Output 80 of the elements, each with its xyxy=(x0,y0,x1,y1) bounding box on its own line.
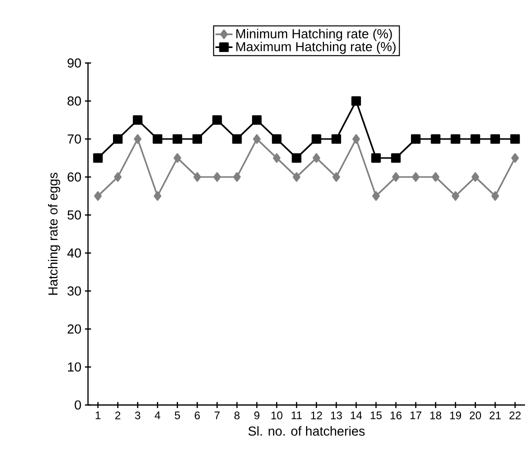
point xyxy=(212,115,222,125)
x-tick-label: 9 xyxy=(254,412,260,420)
point xyxy=(312,153,320,163)
point xyxy=(172,134,182,144)
x-tick-label: 15 xyxy=(370,412,382,420)
y-tick-label: 40 xyxy=(67,248,81,258)
point xyxy=(213,172,221,182)
x-tick-label: 12 xyxy=(311,412,322,420)
point xyxy=(174,153,182,163)
point xyxy=(331,134,342,144)
legend-label: Maximum Hatching rate (%) xyxy=(236,42,396,54)
point xyxy=(233,172,241,182)
point xyxy=(94,191,102,201)
point xyxy=(113,134,123,144)
point xyxy=(391,153,401,163)
y-tick-label: 0 xyxy=(74,400,81,410)
point xyxy=(114,172,122,182)
y-axis-title: Hatching rate of eggs xyxy=(48,172,60,295)
x-tick-label: 8 xyxy=(234,412,240,420)
point xyxy=(154,191,162,201)
legend-label: Minimum Hatching rate (%) xyxy=(236,28,392,41)
point xyxy=(511,153,519,163)
x-axis-title: Sl. no. of hatcheries xyxy=(248,426,365,436)
x-tick-label: 16 xyxy=(390,412,402,420)
x-tick-label: 7 xyxy=(214,412,220,420)
point xyxy=(490,134,500,144)
point xyxy=(312,134,322,144)
point xyxy=(510,134,520,144)
x-tick-label: 19 xyxy=(450,412,462,420)
y-tick-label: 70 xyxy=(68,134,81,144)
x-tick-label: 22 xyxy=(509,412,521,420)
y-tick-label: 20 xyxy=(68,324,81,334)
x-tick-label: 14 xyxy=(350,412,362,420)
point xyxy=(292,153,302,163)
point xyxy=(491,191,499,201)
point xyxy=(232,134,242,144)
point xyxy=(412,172,420,182)
point xyxy=(372,191,380,201)
x-tick-label: 17 xyxy=(410,412,422,420)
x-tick-label: 1 xyxy=(96,412,100,420)
point xyxy=(450,134,460,144)
point xyxy=(470,134,480,144)
point xyxy=(253,134,261,144)
point xyxy=(132,115,142,125)
x-tick-label: 6 xyxy=(194,412,200,420)
point xyxy=(410,134,421,144)
point xyxy=(332,172,340,182)
x-tick-label: 18 xyxy=(430,412,442,420)
x-tick-label: 13 xyxy=(331,412,342,420)
y-tick-label: 10 xyxy=(68,362,81,372)
point xyxy=(134,134,142,144)
point xyxy=(432,172,440,182)
x-tick-label: 11 xyxy=(292,412,302,420)
point xyxy=(351,96,361,106)
point xyxy=(272,134,282,144)
point xyxy=(472,172,480,182)
x-tick-label: 10 xyxy=(271,412,282,420)
x-tick-label: 5 xyxy=(174,412,180,420)
point xyxy=(352,134,360,144)
y-tick-label: 60 xyxy=(68,172,81,182)
point xyxy=(192,134,202,144)
point xyxy=(252,115,262,125)
point xyxy=(292,172,300,182)
x-tick-label: 21 xyxy=(490,412,501,420)
point xyxy=(452,191,460,201)
y-tick-label: 90 xyxy=(68,58,81,68)
x-tick-label: 4 xyxy=(154,412,160,420)
x-tick-label: 3 xyxy=(135,412,140,420)
point xyxy=(371,153,381,163)
point xyxy=(93,153,103,163)
x-tick-label: 2 xyxy=(115,412,120,420)
y-tick-label: 80 xyxy=(68,96,81,106)
x-tick-label: 20 xyxy=(470,412,482,420)
point xyxy=(392,172,400,182)
y-tick-label: 30 xyxy=(68,286,81,296)
point xyxy=(430,134,440,144)
y-tick-label: 50 xyxy=(68,210,81,220)
point xyxy=(152,134,162,144)
point xyxy=(193,172,202,182)
point xyxy=(272,153,281,163)
